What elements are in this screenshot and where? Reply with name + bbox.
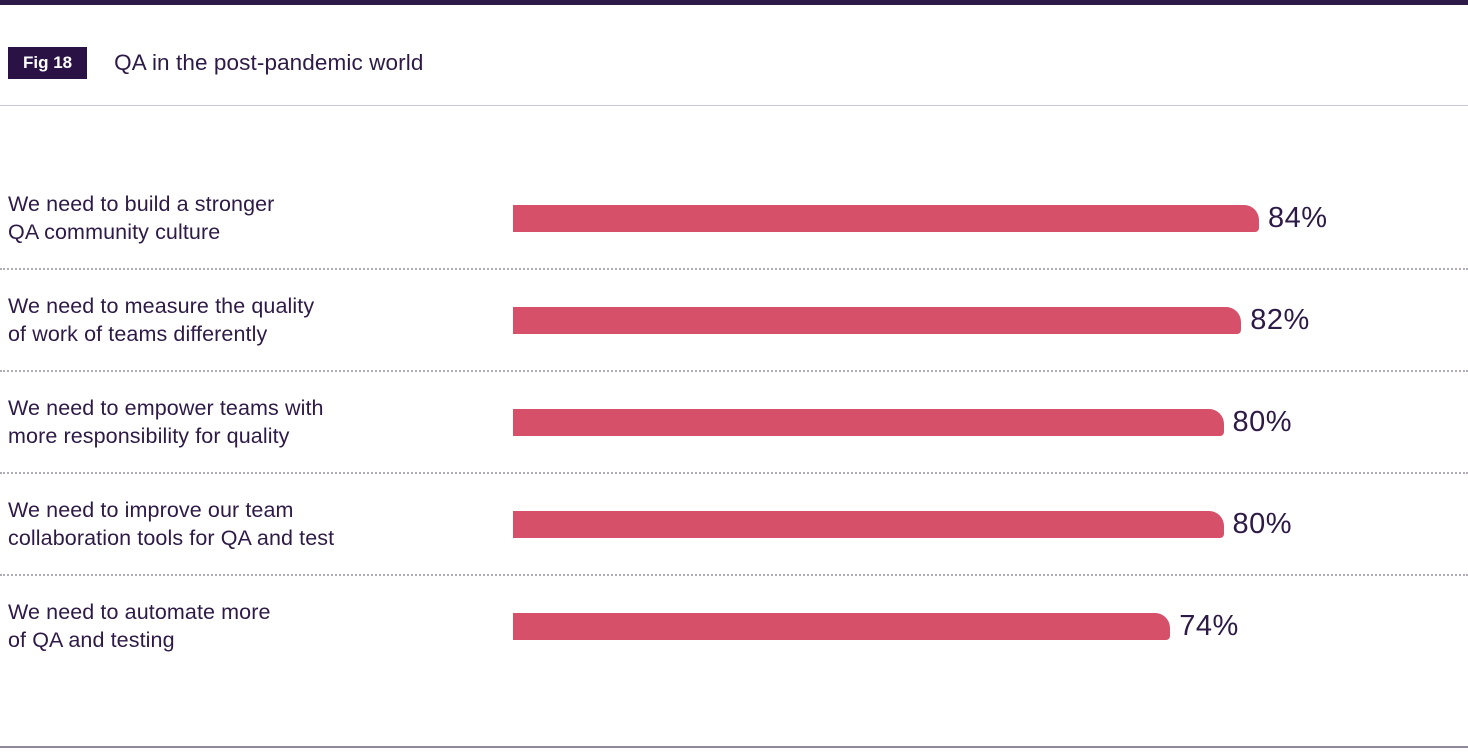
row-divider <box>0 370 1468 372</box>
bar-track: 84% <box>513 202 1468 235</box>
figure-tag: Fig 18 <box>8 47 88 79</box>
bar-label: We need to measure the quality of work o… <box>8 292 513 348</box>
bar-track: 74% <box>513 610 1468 643</box>
bar-row: We need to build a stronger QA community… <box>8 168 1468 268</box>
bar-value-label: 74% <box>1179 609 1239 642</box>
bar-label-line1: We need to measure the quality <box>8 293 315 318</box>
bar <box>513 612 1171 640</box>
bar-value-label: 84% <box>1268 201 1328 234</box>
bar-row: We need to improve our team collaboratio… <box>8 474 1468 574</box>
figure-header: Fig 18 QA in the post-pandemic world <box>0 5 1468 82</box>
bar-label-line1: We need to empower teams with <box>8 395 324 420</box>
bar-value-label: 80% <box>1232 405 1293 438</box>
row-divider <box>0 268 1468 270</box>
bottom-divider <box>0 746 1468 748</box>
bar <box>513 408 1224 436</box>
bar-row: We need to empower teams with more respo… <box>8 372 1468 472</box>
bar <box>513 510 1224 538</box>
bar-track: 80% <box>513 406 1468 439</box>
bar-label: We need to empower teams with more respo… <box>8 394 513 450</box>
bar-track: 80% <box>513 508 1468 541</box>
bar-label: We need to automate more of QA and testi… <box>8 598 513 654</box>
top-border-rule <box>0 0 1468 5</box>
row-divider <box>0 472 1468 474</box>
row-divider <box>0 574 1468 576</box>
bar-row: We need to automate more of QA and testi… <box>8 576 1468 676</box>
bar-label-line2: more responsibility for quality <box>8 424 290 448</box>
bar-chart: We need to build a stronger QA community… <box>0 106 1468 676</box>
bar-label: We need to improve our team collaboratio… <box>8 496 513 552</box>
figure-title: QA in the post-pandemic world <box>114 50 424 75</box>
bar-value-label: 82% <box>1250 303 1310 336</box>
bar-label-line2: of work of teams differently <box>8 322 268 346</box>
header-divider <box>0 105 1468 106</box>
bar-label-line1: We need to improve our team <box>8 497 294 522</box>
bar-value-label: 80% <box>1232 507 1293 540</box>
bar-label-line1: We need to build a stronger <box>8 191 275 216</box>
bar <box>513 306 1242 334</box>
bar-label-line1: We need to automate more <box>8 599 271 624</box>
bar <box>513 204 1260 232</box>
bar-label-line2: collaboration tools for QA and test <box>8 526 335 550</box>
bar-track: 82% <box>513 304 1468 337</box>
bar-label: We need to build a stronger QA community… <box>8 190 513 246</box>
bar-label-line2: QA community culture <box>8 220 221 244</box>
bar-row: We need to measure the quality of work o… <box>8 270 1468 370</box>
bar-label-line2: of QA and testing <box>8 628 175 652</box>
